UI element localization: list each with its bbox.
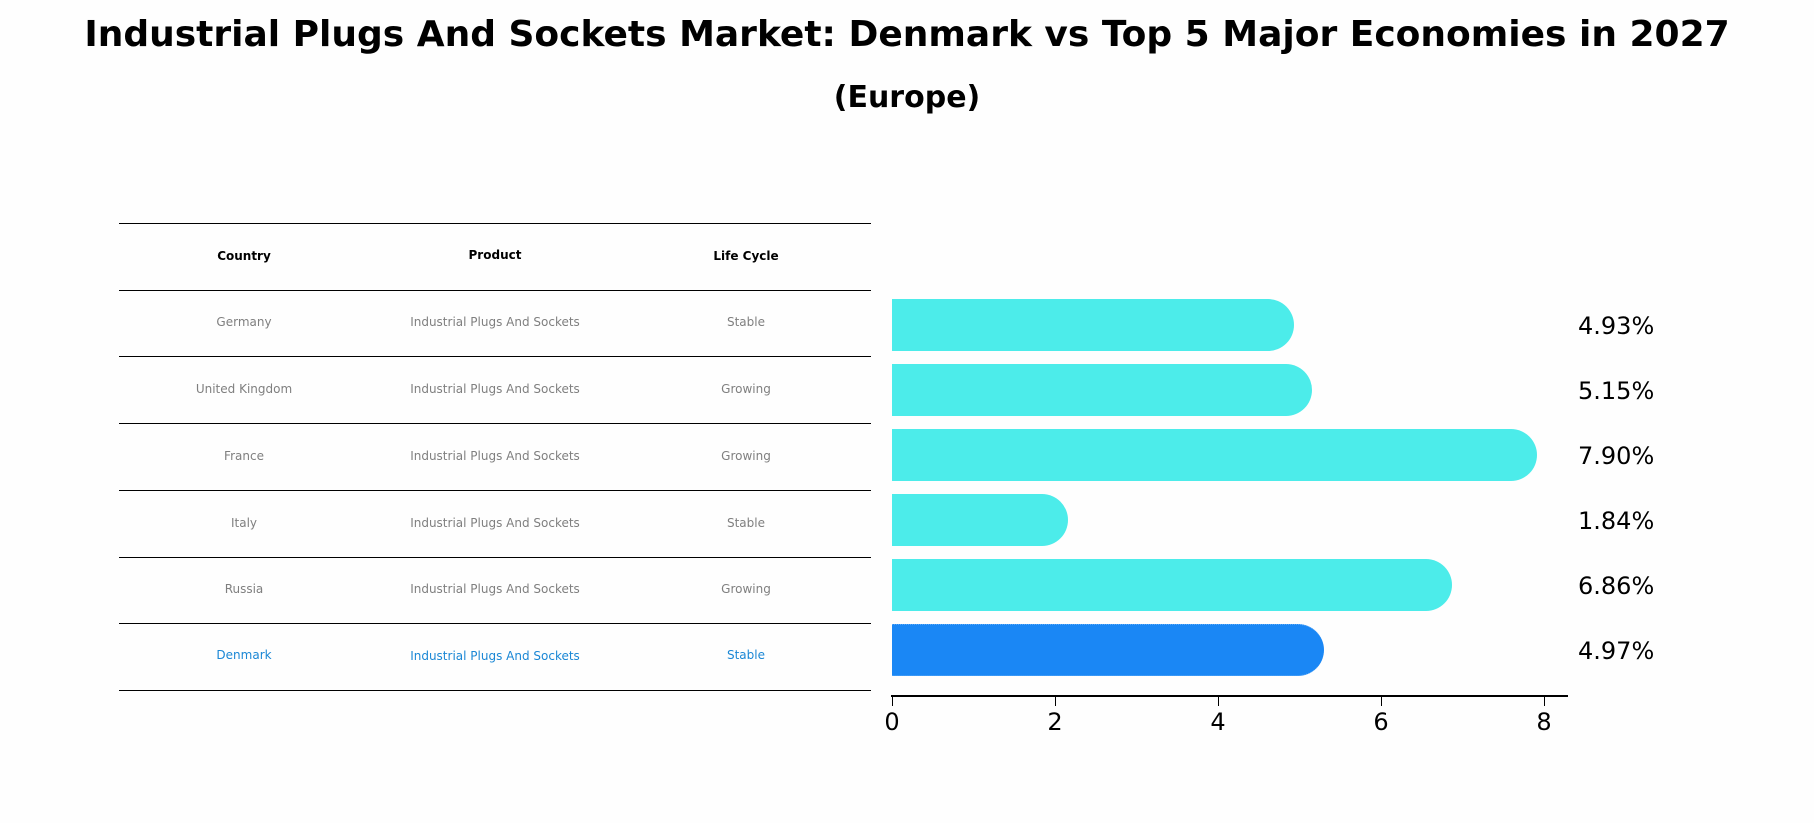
cell-life-cycle: Growing <box>721 449 771 463</box>
header-life-cycle: Life Cycle <box>713 249 779 263</box>
cell-country: Italy <box>230 516 258 530</box>
table-rule <box>119 356 871 357</box>
value-label: 5.15% <box>1578 377 1655 405</box>
cell-life-cycle: Growing <box>721 382 771 396</box>
cell-product: Industrial Plugs And Sockets <box>410 649 580 663</box>
table-rule <box>119 223 871 224</box>
cell-life-cycle: Growing <box>721 582 771 596</box>
header-product: Product <box>468 248 522 262</box>
cell-product: Industrial Plugs And Sockets <box>410 582 580 596</box>
table-rule <box>119 490 871 491</box>
cell-country: Denmark <box>216 648 272 662</box>
x-tick <box>1544 696 1545 706</box>
cell-product: Industrial Plugs And Sockets <box>410 516 580 530</box>
value-label: 1.84% <box>1578 507 1655 535</box>
x-tick-label: 6 <box>1373 708 1389 736</box>
cell-life-cycle: Stable <box>726 315 765 329</box>
bar-united-kingdom <box>892 364 1312 416</box>
x-tick-label: 0 <box>884 708 900 736</box>
header-country: Country <box>217 249 271 263</box>
x-tick <box>1381 696 1382 706</box>
cell-product: Industrial Plugs And Sockets <box>410 382 580 396</box>
chart-subtitle: (Europe) <box>833 80 981 115</box>
x-tick <box>1055 696 1056 706</box>
x-tick-label: 4 <box>1210 708 1226 736</box>
x-axis <box>891 695 1568 697</box>
cell-country: Germany <box>216 315 272 329</box>
bar-france <box>892 429 1537 481</box>
cell-product: Industrial Plugs And Sockets <box>410 449 580 463</box>
value-label: 7.90% <box>1578 442 1655 470</box>
value-label: 4.97% <box>1578 637 1655 665</box>
value-label: 6.86% <box>1578 572 1655 600</box>
table-rule <box>119 690 871 691</box>
cell-country: France <box>224 449 264 463</box>
x-tick-label: 8 <box>1536 708 1552 736</box>
bar-denmark <box>892 624 1324 676</box>
chart-title: Industrial Plugs And Sockets Market: Den… <box>84 14 1730 55</box>
bar-russia <box>892 559 1452 611</box>
cell-country: Russia <box>224 582 264 596</box>
value-label: 4.93% <box>1578 312 1655 340</box>
cell-life-cycle: Stable <box>726 648 765 662</box>
table-rule <box>119 423 871 424</box>
cell-product: Industrial Plugs And Sockets <box>410 315 580 329</box>
table-rule <box>119 557 871 558</box>
table-rule <box>119 290 871 291</box>
x-tick-label: 2 <box>1047 708 1063 736</box>
x-tick <box>1218 696 1219 706</box>
table-rule <box>119 623 871 624</box>
x-tick <box>892 696 893 706</box>
cell-country: United Kingdom <box>195 382 293 396</box>
bar-germany <box>892 299 1294 351</box>
bar-italy <box>892 494 1068 546</box>
cell-life-cycle: Stable <box>726 516 765 530</box>
